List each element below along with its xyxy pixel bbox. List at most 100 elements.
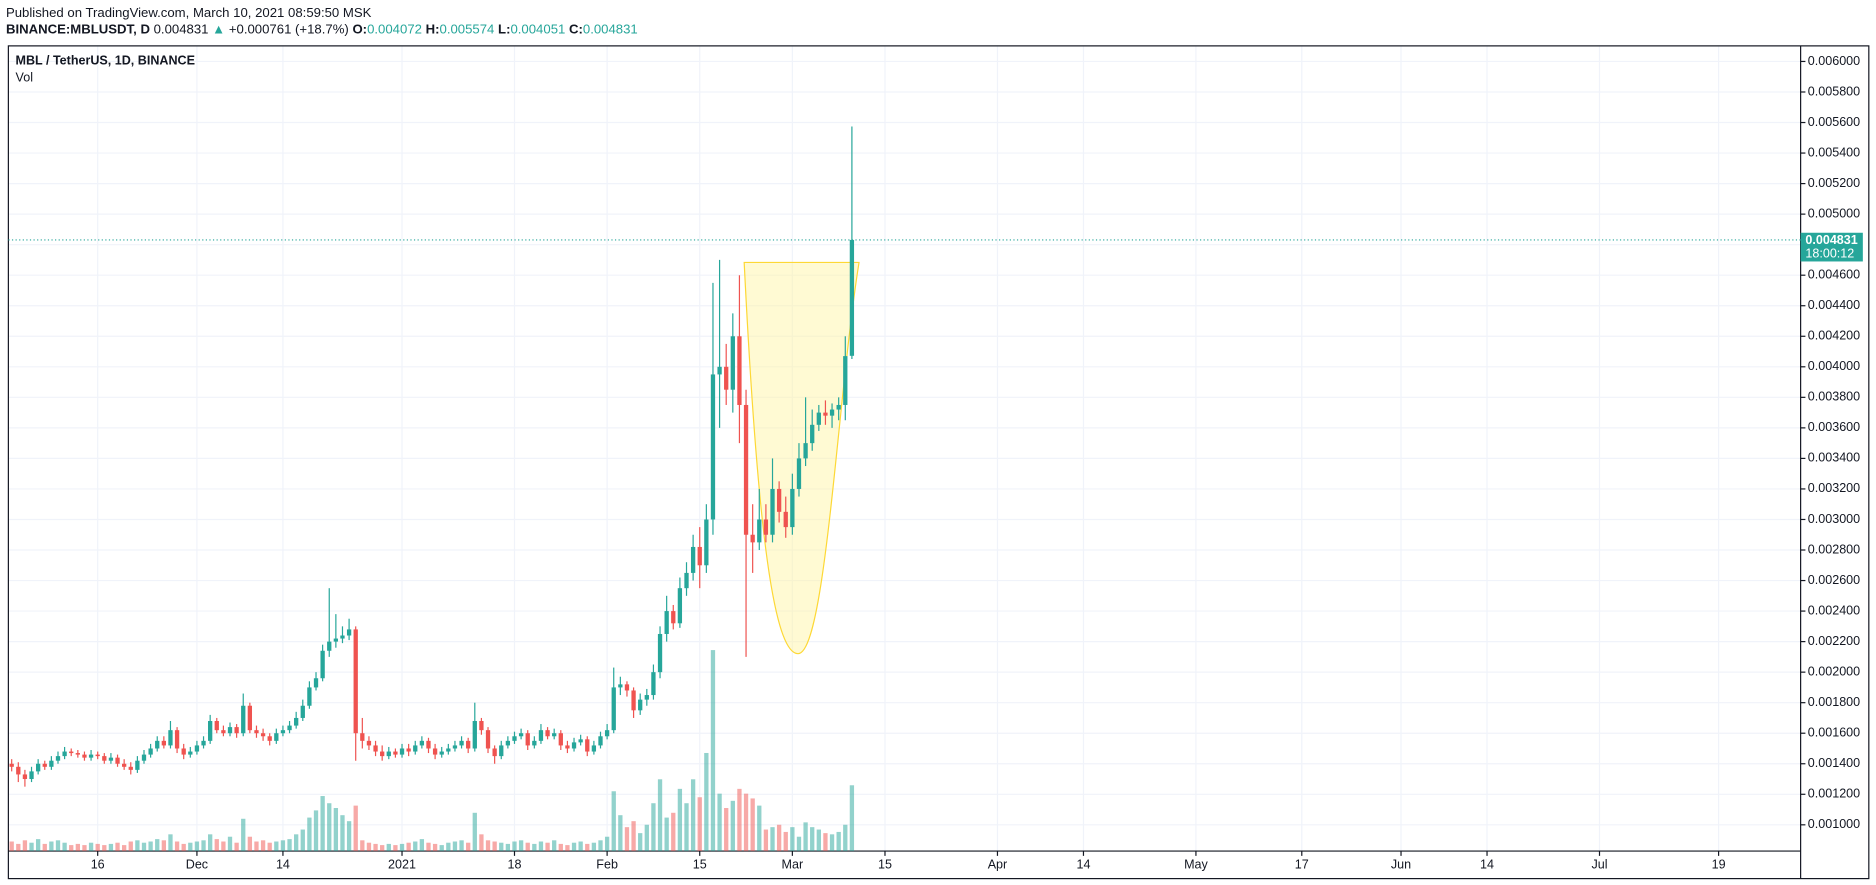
chart-title: MBL / TetherUS, 1D, BINANCE [16, 54, 195, 68]
volume-bar [69, 845, 74, 852]
candle-body [466, 740, 471, 749]
volume-bar [618, 815, 623, 852]
candle-body [22, 774, 28, 780]
volume-bar [141, 842, 147, 852]
candle-body [796, 458, 802, 489]
last-price-badge [1800, 232, 1863, 262]
x-tick-label: Mar [782, 858, 804, 872]
volume-bar [108, 843, 114, 852]
candle-body [88, 754, 94, 758]
candle-body [664, 611, 669, 634]
candle-body [829, 409, 835, 416]
volume-bar [810, 827, 815, 852]
volume-bar [267, 842, 272, 852]
volume-bar [82, 845, 87, 852]
volume-bar [254, 841, 259, 852]
volume-bar [280, 840, 286, 852]
candle-body [757, 519, 762, 543]
candle-body [611, 687, 616, 731]
volume-bar [743, 793, 749, 852]
volume-bar [95, 843, 100, 852]
high-value: 0.005574 [440, 22, 495, 37]
candle-body [803, 443, 808, 459]
candle-body [353, 629, 358, 734]
volume-bar [194, 841, 200, 852]
volume-bar [360, 840, 365, 852]
y-tick-label: 0.001200 [1808, 787, 1860, 801]
x-tick-label: 16 [91, 858, 105, 872]
volume-bar [829, 834, 835, 852]
volume-bar [75, 843, 80, 852]
y-tick-label: 0.003000 [1808, 512, 1860, 526]
x-tick-label: Dec [186, 858, 208, 872]
candle-body [750, 534, 755, 543]
candle-body [267, 736, 272, 741]
volume-bar [717, 793, 722, 852]
candle-body [340, 635, 345, 639]
volume-bar [849, 785, 855, 852]
volume-bar [399, 843, 405, 852]
y-tick-label: 0.004400 [1808, 298, 1860, 312]
candle-body [294, 717, 299, 726]
volume-bar [426, 842, 431, 852]
volume-bar [327, 803, 332, 852]
x-tick-label: 18 [508, 858, 522, 872]
y-tick-label: 0.005600 [1808, 115, 1860, 129]
candle-body [512, 736, 517, 741]
last-price-label: 0.004831 [1805, 233, 1857, 247]
candle-body [737, 336, 742, 405]
y-tick-label: 0.003200 [1808, 481, 1860, 495]
volume-bar [241, 818, 246, 852]
candle-body [55, 756, 61, 761]
volume-bar [796, 836, 802, 852]
candle-body [631, 690, 636, 711]
candle-body [380, 751, 385, 757]
volume-bar [181, 843, 186, 852]
volume-bar [16, 843, 21, 852]
countdown-label: 18:00:12 [1805, 247, 1854, 261]
volume-bar [763, 829, 769, 852]
volume-bar [9, 841, 14, 852]
y-tick-label: 0.001800 [1808, 695, 1860, 709]
candle-body [260, 733, 266, 737]
volume-bar [452, 841, 458, 852]
candle-body [598, 736, 603, 746]
volume-bar [843, 824, 848, 852]
candle-body [280, 730, 286, 734]
candle-body [432, 748, 438, 755]
y-tick-label: 0.005400 [1808, 145, 1860, 159]
candle-body [763, 519, 769, 535]
volume-bar [208, 834, 213, 852]
candle-body [188, 751, 193, 755]
candle-body [102, 756, 107, 761]
candle-body [35, 763, 41, 772]
candle-body [730, 336, 735, 390]
volume-bar [578, 841, 583, 852]
volume-bar [651, 803, 656, 852]
volume-bar [631, 821, 636, 852]
y-tick-label: 0.001000 [1808, 817, 1860, 831]
candle-body [492, 748, 497, 757]
y-tick-label: 0.001400 [1808, 756, 1860, 770]
y-tick-label: 0.003800 [1808, 390, 1860, 404]
volume-bar [485, 840, 491, 852]
volume-bar [532, 843, 537, 852]
volume-bar [35, 839, 41, 852]
candle-body [518, 733, 524, 737]
candle-body [717, 366, 722, 375]
volume-bar [353, 805, 358, 852]
candle-body [16, 766, 21, 775]
volume-bar [174, 841, 180, 852]
candle-body [843, 356, 848, 405]
volume-bar [644, 824, 649, 852]
volume-bar [333, 808, 339, 852]
axes: 0.001000 0.001200 0.001400 0.001600 0.001800… [8, 54, 1863, 872]
volume-bar [432, 843, 438, 852]
high-label: H: [426, 22, 440, 37]
candle-body [108, 757, 114, 761]
candle-body [135, 760, 140, 770]
volume-bar [545, 842, 550, 852]
candle-body [426, 740, 431, 749]
last-price: 0.004831 [154, 22, 209, 37]
